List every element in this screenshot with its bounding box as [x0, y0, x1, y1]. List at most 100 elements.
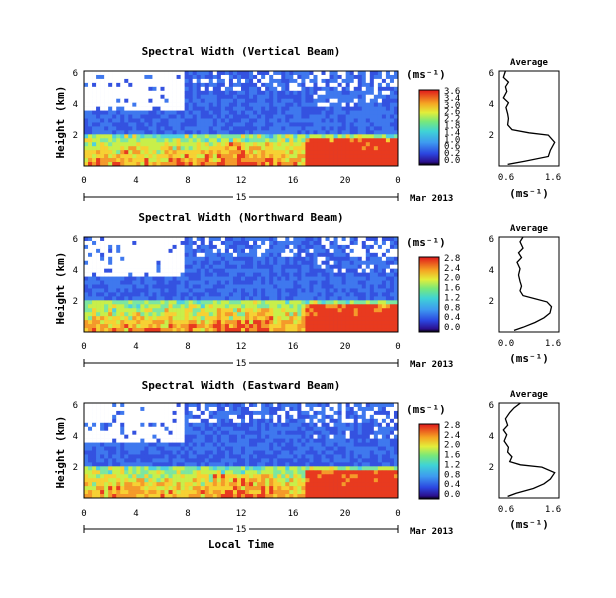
heatmap-cell	[289, 122, 294, 127]
heatmap-cell	[245, 118, 250, 123]
heatmap-cell	[164, 292, 169, 297]
heatmap-cell	[329, 118, 334, 123]
heatmap-cell	[365, 442, 371, 447]
heatmap-cell	[224, 252, 230, 258]
heatmap-cell	[253, 110, 258, 115]
heatmap-cell	[180, 288, 185, 293]
heatmap-cell	[112, 71, 117, 76]
heatmap-cell	[120, 324, 125, 329]
heatmap-cell	[108, 130, 113, 135]
heatmap-cell	[224, 446, 230, 451]
heatmap-cell	[373, 292, 379, 297]
heatmap-cell	[321, 426, 326, 432]
heatmap-cell	[385, 264, 391, 269]
heatmap-cell	[184, 146, 189, 151]
heatmap-cell	[180, 142, 185, 147]
heatmap-cell	[172, 434, 177, 439]
heatmap-cell	[132, 422, 137, 428]
heatmap-cell	[349, 71, 355, 76]
heatmap-cell	[208, 304, 214, 309]
heatmap-cell	[261, 106, 266, 111]
heatmap-cell	[148, 454, 153, 459]
heatmap-cell	[84, 410, 89, 416]
heatmap-cell	[357, 82, 363, 88]
heatmap-cell	[293, 296, 298, 301]
heatmap-cell	[373, 328, 379, 333]
heatmap-cell	[112, 237, 117, 242]
heatmap-cell	[381, 328, 387, 333]
heatmap-cell	[329, 406, 334, 412]
heatmap-cell	[196, 308, 202, 313]
heatmap-cell	[192, 458, 198, 463]
heatmap-cell	[96, 90, 101, 96]
heatmap-cell	[305, 102, 310, 107]
heatmap-cell	[120, 430, 125, 435]
heatmap-cell	[269, 450, 274, 455]
heatmap-cell	[104, 244, 109, 250]
heatmap-cell	[196, 438, 202, 443]
heatmap-cell	[381, 142, 387, 147]
heatmap-cell	[196, 304, 202, 309]
heatmap-cell	[188, 102, 193, 107]
heatmap-cell	[269, 430, 274, 435]
heatmap-cell	[88, 110, 93, 115]
heatmap-cell	[385, 300, 391, 305]
heatmap-cell	[313, 308, 318, 313]
heatmap-cell	[369, 138, 375, 143]
heatmap-cell	[100, 418, 105, 424]
heatmap-cell	[232, 158, 238, 163]
heatmap-cell	[116, 114, 121, 119]
heatmap-cell	[365, 134, 371, 139]
heatmap-cell	[305, 110, 310, 115]
heatmap-cell	[144, 142, 149, 147]
heatmap-cell	[353, 126, 359, 131]
heatmap-cell	[140, 78, 145, 84]
heatmap-cell	[152, 252, 157, 258]
heatmap-cell	[232, 110, 238, 115]
heatmap-cell	[100, 150, 105, 155]
heatmap-cell	[220, 458, 226, 463]
heatmap-cell	[220, 410, 226, 416]
heatmap-cell	[249, 260, 254, 266]
heatmap-cell	[128, 138, 133, 143]
heatmap-cell	[88, 316, 93, 321]
heatmap-cell	[393, 410, 399, 416]
heatmap-cell	[236, 414, 242, 420]
heatmap-cell	[257, 138, 262, 143]
heatmap-cell	[373, 240, 379, 246]
heatmap-cell	[249, 316, 254, 321]
heatmap-cell	[100, 320, 105, 325]
heatmap-cell	[361, 446, 367, 451]
heatmap-cell	[261, 292, 266, 297]
heatmap-cell	[164, 426, 169, 432]
heatmap-cell	[172, 300, 177, 305]
heatmap-cell	[377, 244, 383, 250]
heatmap-cell	[249, 94, 254, 100]
heatmap-cell	[100, 98, 105, 103]
heatmap-cell	[341, 288, 346, 293]
heatmap-cell	[301, 256, 306, 262]
heatmap-cell	[257, 276, 262, 281]
heatmap-cell	[88, 450, 93, 455]
heatmap-cell	[345, 154, 350, 159]
heatmap-cell	[341, 403, 346, 408]
heatmap-cell	[204, 450, 210, 455]
heatmap-cell	[333, 430, 338, 435]
heatmap-cell	[297, 438, 302, 443]
heatmap-cell	[92, 446, 97, 451]
heatmap-cell	[220, 320, 226, 325]
heatmap-cell	[309, 426, 314, 432]
heatmap-cell	[297, 430, 302, 435]
heatmap-cell	[277, 248, 282, 254]
heatmap-cell	[116, 248, 121, 254]
heatmap-cell	[301, 288, 306, 293]
heatmap-cell	[325, 284, 330, 289]
heatmap-cell	[373, 71, 379, 76]
heatmap-cell	[96, 280, 101, 285]
heatmap-cell	[349, 426, 355, 432]
heatmap-cell	[160, 418, 165, 424]
heatmap-cell	[361, 414, 367, 420]
heatmap-cell	[212, 158, 218, 163]
heatmap-cell	[321, 418, 326, 424]
heatmap-cell	[220, 434, 226, 439]
